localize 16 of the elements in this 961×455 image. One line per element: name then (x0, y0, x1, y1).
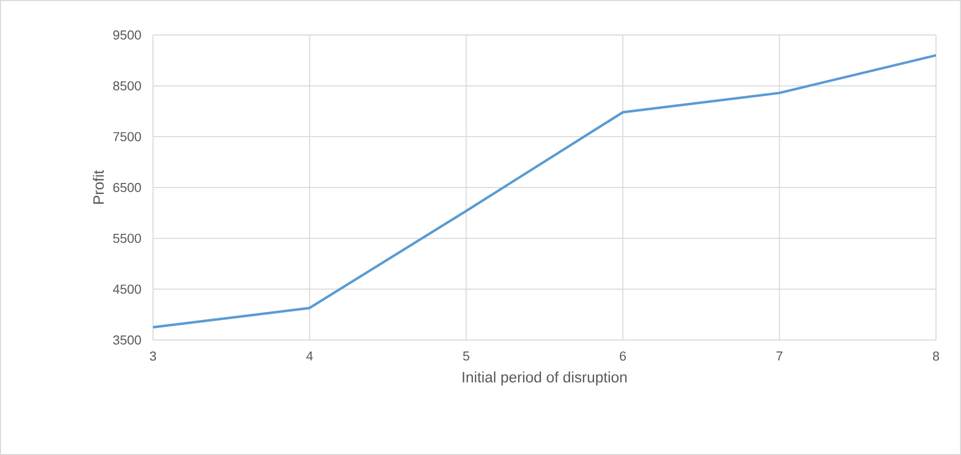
y-axis-title: Profit (92, 170, 104, 204)
y-tick-label: 8500 (113, 81, 141, 90)
y-tick-label: 6500 (113, 182, 141, 192)
y-tick-label: 7500 (113, 132, 141, 142)
x-tick-label: 7 (776, 352, 782, 360)
y-tick-label: 9500 (113, 30, 141, 40)
x-tick-label: 8 (932, 352, 940, 361)
x-tick-label: 4 (306, 352, 313, 360)
x-tick-label: 3 (150, 352, 156, 361)
y-tick-label: 4500 (112, 284, 141, 294)
y-tick-label: 3500 (113, 335, 141, 345)
x-tick-label: 6 (620, 352, 626, 361)
line-series (152, 54, 938, 329)
y-tick-label: 5500 (113, 234, 141, 243)
x-axis-title: Initial period of disruption (462, 372, 627, 386)
x-tick-label: 5 (463, 352, 470, 361)
